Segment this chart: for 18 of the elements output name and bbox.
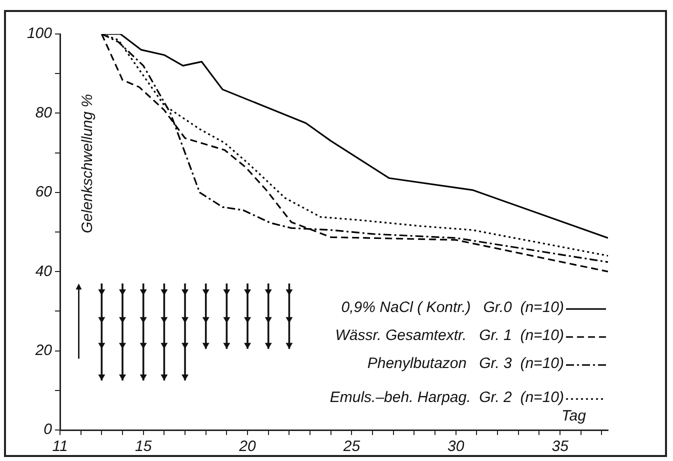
y-tick-label: 40 [35, 262, 53, 280]
x-axis-title: Tag [562, 408, 587, 425]
legend-label: Emuls.–beh. Harpag. Gr. 2 (n=10) [330, 389, 564, 406]
y-tick-label: 0 [44, 421, 53, 438]
y-tick-label: 80 [35, 104, 53, 122]
x-tick-label: 20 [238, 438, 257, 456]
x-tick-label: 15 [135, 438, 152, 456]
legend-label: Phenylbutazon Gr. 3 (n=10) [367, 355, 564, 372]
x-tick-label: 30 [448, 438, 465, 456]
y-tick-label: 100 [26, 25, 53, 42]
legend-label: 0,9% NaCl ( Kontr.) Gr.0 (n=10) [341, 299, 564, 316]
legend-label: Wässr. Gesamtextr. Gr. 1 (n=10) [335, 327, 564, 344]
x-tick-label: 25 [342, 438, 361, 456]
y-tick-label: 20 [34, 342, 53, 359]
x-tick-label: 11 [52, 438, 68, 456]
y-axis-title: Gelenkschwellung % [79, 94, 96, 234]
y-tick-label: 60 [35, 184, 53, 201]
x-tick-label: 35 [552, 438, 570, 456]
